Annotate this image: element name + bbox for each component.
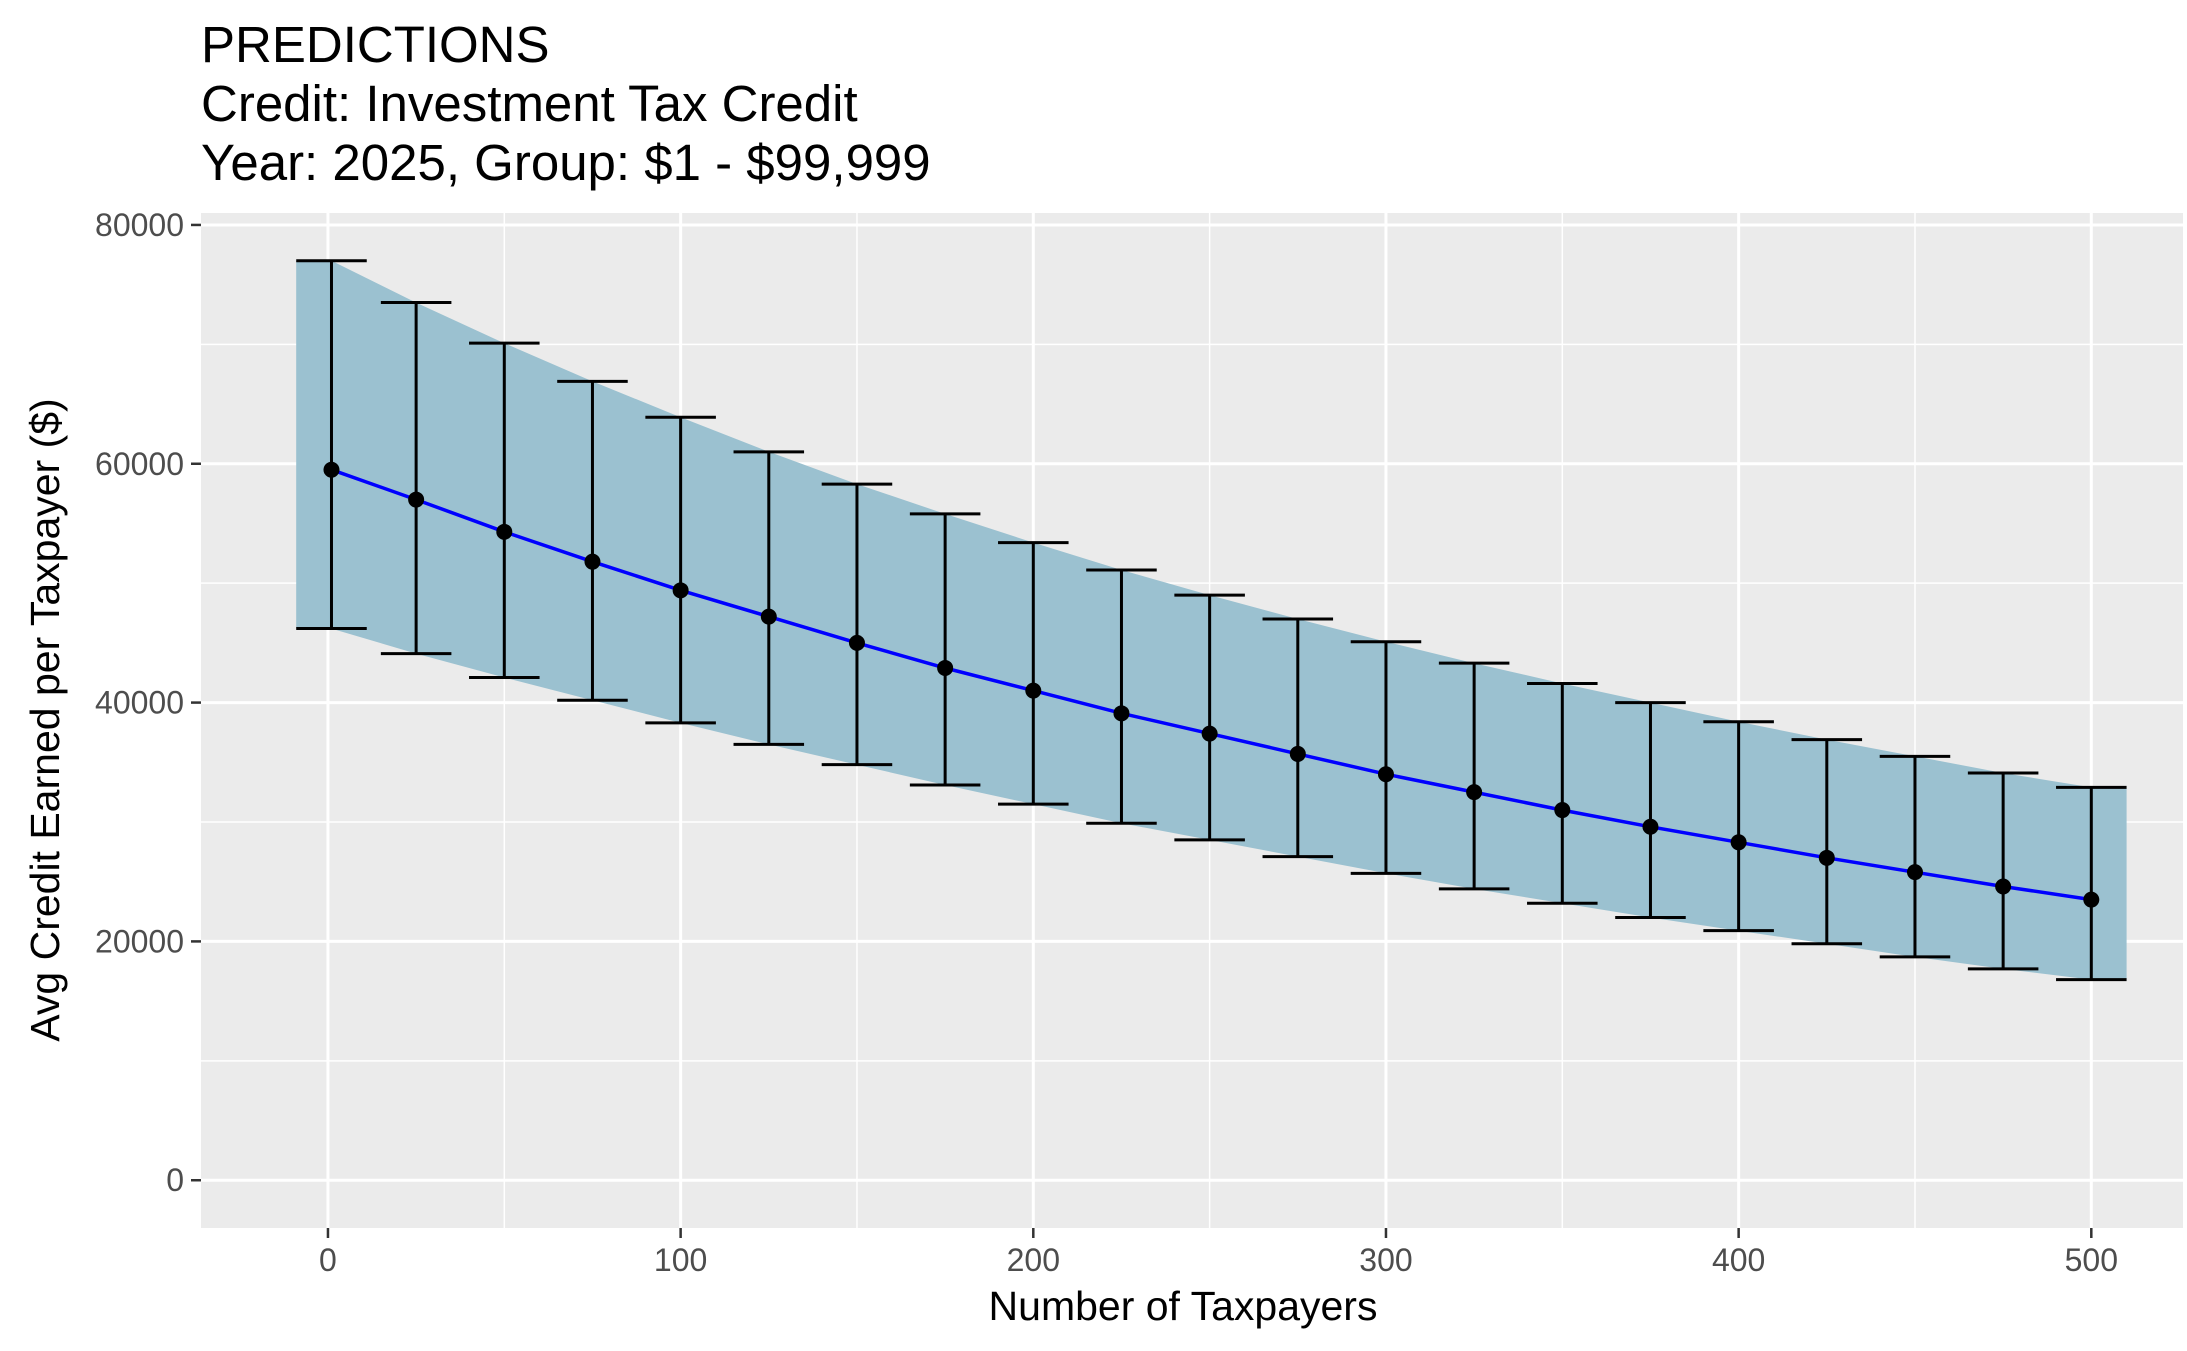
error-bars xyxy=(296,259,2127,982)
error-bar xyxy=(1350,640,1422,875)
data-point xyxy=(1818,849,1835,866)
data-point xyxy=(1995,878,2012,895)
confidence-ribbon xyxy=(296,260,2127,980)
x-tick-label: 400 xyxy=(1712,1242,1765,1278)
data-points xyxy=(323,461,2100,908)
error-bar xyxy=(1703,720,1774,933)
data-point xyxy=(1906,864,1923,881)
error-bar xyxy=(1615,701,1686,920)
chart-title: PREDICTIONS xyxy=(201,16,550,73)
x-tick-label: 100 xyxy=(654,1242,707,1278)
error-bar xyxy=(296,259,367,631)
x-tick-label: 300 xyxy=(1359,1242,1412,1278)
data-point xyxy=(496,523,513,540)
y-tick-label: 80000 xyxy=(95,207,184,243)
error-bar xyxy=(1174,593,1245,842)
error-bar xyxy=(2056,785,2127,982)
data-point xyxy=(937,659,954,676)
error-bar xyxy=(1527,681,1598,905)
y-tick-label: 0 xyxy=(166,1162,184,1198)
data-point xyxy=(2083,891,2100,908)
error-bar xyxy=(1086,568,1157,825)
data-point xyxy=(584,553,601,570)
data-point xyxy=(323,461,340,478)
confidence-ribbon-layer xyxy=(296,260,2127,980)
error-bar xyxy=(821,482,893,767)
data-point xyxy=(672,582,689,599)
chart-subtitle-line-1: Credit: Investment Tax Credit xyxy=(201,75,858,132)
axes: 0 100 200 300 400 500 0 20000 40000 60000 80000 xyxy=(95,207,2118,1278)
data-point xyxy=(1377,766,1394,783)
data-point xyxy=(1113,705,1130,722)
data-point xyxy=(1201,725,1218,742)
x-tick-label: 500 xyxy=(2065,1242,2118,1278)
error-bar xyxy=(469,341,540,680)
data-point xyxy=(848,634,865,651)
error-bar xyxy=(998,541,1069,806)
data-point xyxy=(1289,745,1306,762)
data-point xyxy=(1642,818,1659,835)
data-point xyxy=(760,608,777,625)
error-bar xyxy=(1262,617,1334,859)
data-point xyxy=(1554,802,1571,819)
error-bar xyxy=(1879,754,1951,959)
x-tick-label: 0 xyxy=(319,1242,337,1278)
y-tick-label: 60000 xyxy=(95,446,184,482)
chart-subtitle-line-2: Year: 2025, Group: $1 - $99,999 xyxy=(201,134,931,191)
error-bar xyxy=(1967,771,2039,971)
error-bar xyxy=(557,379,628,702)
error-bar xyxy=(380,301,452,656)
x-axis-title: Number of Taxpayers xyxy=(989,1283,1378,1329)
y-axis-title: Avg Credit Earned per Taxpayer ($) xyxy=(22,398,68,1041)
y-tick-label: 20000 xyxy=(95,923,184,959)
error-bar xyxy=(1791,738,1863,946)
error-bar xyxy=(1438,661,1510,891)
y-tick-label: 40000 xyxy=(95,685,184,721)
data-point xyxy=(1466,784,1483,801)
error-bar xyxy=(645,415,716,725)
data-point xyxy=(1025,682,1042,699)
error-bar xyxy=(909,512,981,787)
x-tick-label: 200 xyxy=(1007,1242,1060,1278)
error-bar xyxy=(733,450,805,746)
data-point xyxy=(408,491,425,508)
data-point xyxy=(1730,834,1747,851)
